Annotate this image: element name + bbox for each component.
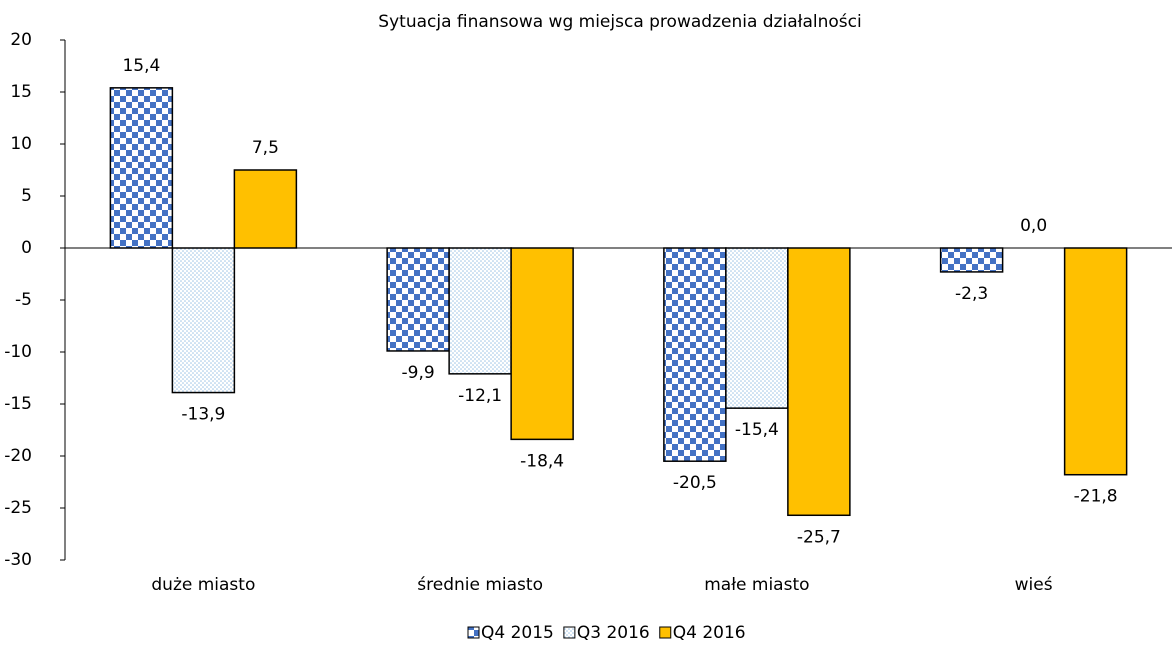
bar [233,169,298,249]
value-label: 7,5 [252,138,279,158]
value-label: -20,5 [673,473,717,493]
y-tick-label: 5 [21,186,32,206]
value-label: -9,9 [402,363,435,383]
legend-label: Q4 2015 [481,623,554,643]
y-tick-label: -25 [4,498,32,518]
y-tick-label: 15 [10,82,32,102]
y-tick-label: 20 [10,30,32,50]
bar [663,247,727,462]
y-tick-label: -10 [4,342,32,362]
x-tick-label: średnie miasto [417,575,543,595]
value-label: -18,4 [520,451,564,471]
bar [386,247,450,352]
legend-swatch [563,626,576,639]
value-label: -25,7 [797,527,841,547]
legend-label: Q4 2016 [673,623,746,643]
value-label: -21,8 [1074,487,1118,507]
value-label: 15,4 [122,56,160,76]
y-tick-label: -20 [4,446,32,466]
y-tick-label: -30 [4,550,32,570]
value-label: 0,0 [1020,216,1047,236]
bar [171,247,236,394]
value-label: -13,9 [181,405,225,425]
legend-swatch [467,626,480,639]
x-tick-label: małe miasto [704,575,809,595]
bar [939,247,1004,273]
legend-label: Q3 2016 [577,623,650,643]
bar [787,247,851,517]
value-label: -15,4 [735,420,779,440]
legend-swatch [659,626,672,639]
bar [448,247,512,375]
value-label: -2,3 [955,284,988,304]
bar [725,247,789,409]
bar [109,87,174,249]
y-tick-label: -15 [4,394,32,414]
value-label: -12,1 [458,386,502,406]
y-tick-label: 0 [21,238,32,258]
chart-title: Sytuacja finansowa wg miejsca prowadzeni… [378,12,861,32]
bar [1063,247,1128,476]
bar [510,247,574,441]
x-tick-label: wieś [1015,575,1053,595]
y-tick-label: -5 [15,290,32,310]
y-tick-label: 10 [10,134,32,154]
x-tick-label: duże miasto [151,575,255,595]
